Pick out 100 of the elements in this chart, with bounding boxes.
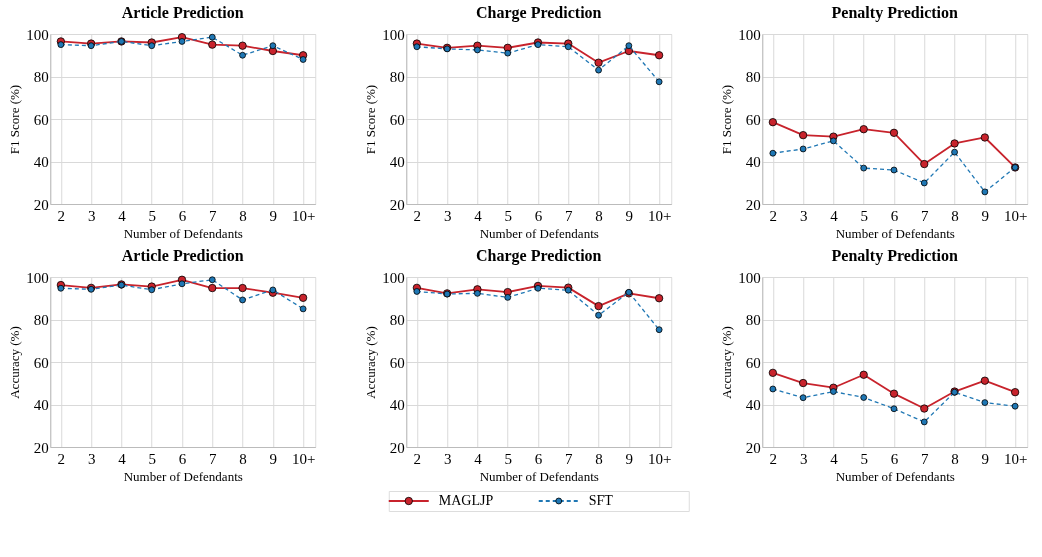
y-tick-label: 100 <box>738 26 761 43</box>
x-tick-label: 10+ <box>1003 207 1028 224</box>
x-tick-label: 7 <box>921 450 930 467</box>
y-tick-label: 60 <box>33 111 49 128</box>
x-tick-label: 6 <box>534 450 543 467</box>
x-tick-label: 8 <box>595 207 603 224</box>
x-tick-label: 10+ <box>647 450 672 467</box>
y-tick-label: 60 <box>389 111 405 128</box>
x-tick-label: 5 <box>148 450 156 467</box>
x-tick-label: 9 <box>625 207 634 224</box>
x-tick-label: 6 <box>890 207 899 224</box>
x-tick-label: 3 <box>87 207 96 224</box>
x-tick-label: 6 <box>178 207 187 224</box>
y-tick-label: 20 <box>745 439 761 456</box>
y-tick-label: 100 <box>382 269 405 286</box>
y-tick-label: 40 <box>389 154 405 170</box>
y-tick-label: 60 <box>389 354 405 371</box>
x-axis-title: Number of Defendants <box>479 225 599 241</box>
legend-label: SFT <box>588 493 614 508</box>
x-axis-title: Number of Defendants <box>835 468 955 484</box>
x-tick-label: 4 <box>118 450 127 467</box>
x-tick-label: 5 <box>860 450 868 467</box>
y-tick-label: 100 <box>738 269 761 286</box>
x-axis-title: Number of Defendants <box>123 468 243 484</box>
x-tick-label: 2 <box>57 450 66 467</box>
x-tick-label: 6 <box>890 450 899 467</box>
x-tick-label: 2 <box>413 450 422 467</box>
x-tick-label: 4 <box>474 450 483 467</box>
y-tick-label: 100 <box>382 26 405 43</box>
y-tick-label: 80 <box>745 312 761 328</box>
x-tick-label: 2 <box>769 450 778 467</box>
y-tick-label: 80 <box>33 69 49 85</box>
x-tick-label: 7 <box>209 207 218 224</box>
x-tick-label: 7 <box>565 450 574 467</box>
x-tick-label: 9 <box>981 450 990 467</box>
x-axis-title: Number of Defendants <box>835 225 955 241</box>
x-tick-label: 5 <box>504 450 512 467</box>
x-tick-label: 5 <box>504 207 512 224</box>
chart-title: Charge Prediction <box>476 247 602 265</box>
x-tick-label: 9 <box>269 207 278 224</box>
x-axis-title: Number of Defendants <box>123 225 243 241</box>
x-tick-label: 5 <box>148 207 156 224</box>
x-tick-label: 8 <box>951 207 959 224</box>
chart-title: Article Prediction <box>121 4 244 21</box>
x-tick-label: 3 <box>443 207 452 224</box>
x-tick-label: 4 <box>830 450 839 467</box>
y-tick-label: 40 <box>745 397 761 413</box>
y-tick-label: 80 <box>33 312 49 328</box>
x-tick-label: 9 <box>269 450 278 467</box>
x-tick-label: 3 <box>87 450 96 467</box>
x-tick-label: 3 <box>799 450 808 467</box>
y-tick-label: 20 <box>745 196 761 213</box>
x-tick-label: 4 <box>474 207 483 224</box>
x-tick-label: 8 <box>239 450 247 467</box>
y-tick-label: 80 <box>389 69 405 85</box>
x-tick-label: 10+ <box>291 207 316 224</box>
x-tick-label: 10+ <box>647 207 672 224</box>
y-tick-label: 20 <box>33 439 49 456</box>
x-tick-label: 3 <box>443 450 452 467</box>
y-tick-label: 60 <box>745 354 761 371</box>
x-tick-label: 2 <box>413 207 422 224</box>
x-tick-label: 6 <box>534 207 543 224</box>
x-tick-label: 7 <box>209 450 218 467</box>
x-tick-label: 7 <box>565 207 574 224</box>
x-tick-label: 3 <box>799 207 808 224</box>
x-tick-label: 4 <box>118 207 127 224</box>
x-tick-label: 9 <box>625 450 634 467</box>
y-tick-label: 60 <box>33 354 49 371</box>
chart-title: Penalty Prediction <box>831 247 959 265</box>
y-axis-title: F1 Score (%) <box>363 84 379 155</box>
x-tick-label: 8 <box>239 207 247 224</box>
x-tick-label: 2 <box>769 207 778 224</box>
y-axis-title: F1 Score (%) <box>7 84 23 155</box>
legend-label: MAGLJP <box>438 493 494 508</box>
x-tick-label: 8 <box>595 450 603 467</box>
x-tick-label: 8 <box>951 450 959 467</box>
y-tick-label: 20 <box>389 439 405 456</box>
x-tick-label: 7 <box>921 207 930 224</box>
x-tick-label: 10+ <box>1003 450 1028 467</box>
x-tick-label: 9 <box>981 207 990 224</box>
y-tick-label: 40 <box>33 397 49 413</box>
y-tick-label: 60 <box>745 111 761 128</box>
y-tick-label: 20 <box>33 196 49 213</box>
x-tick-label: 2 <box>57 207 66 224</box>
y-tick-label: 100 <box>26 269 49 286</box>
y-tick-label: 100 <box>26 26 49 43</box>
y-tick-label: 20 <box>389 196 405 213</box>
x-tick-label: 10+ <box>291 450 316 467</box>
y-axis-title: Accuracy (%) <box>7 326 23 399</box>
chart-title: Penalty Prediction <box>831 4 959 22</box>
y-axis-title: F1 Score (%) <box>719 84 735 155</box>
y-tick-label: 40 <box>745 154 761 170</box>
y-tick-label: 80 <box>745 69 761 85</box>
chart-title: Charge Prediction <box>476 4 602 22</box>
chart-title: Article Prediction <box>121 247 244 264</box>
y-tick-label: 80 <box>389 312 405 328</box>
x-tick-label: 5 <box>860 207 868 224</box>
y-tick-label: 40 <box>33 154 49 170</box>
y-axis-title: Accuracy (%) <box>363 326 379 399</box>
x-tick-label: 6 <box>178 450 187 467</box>
